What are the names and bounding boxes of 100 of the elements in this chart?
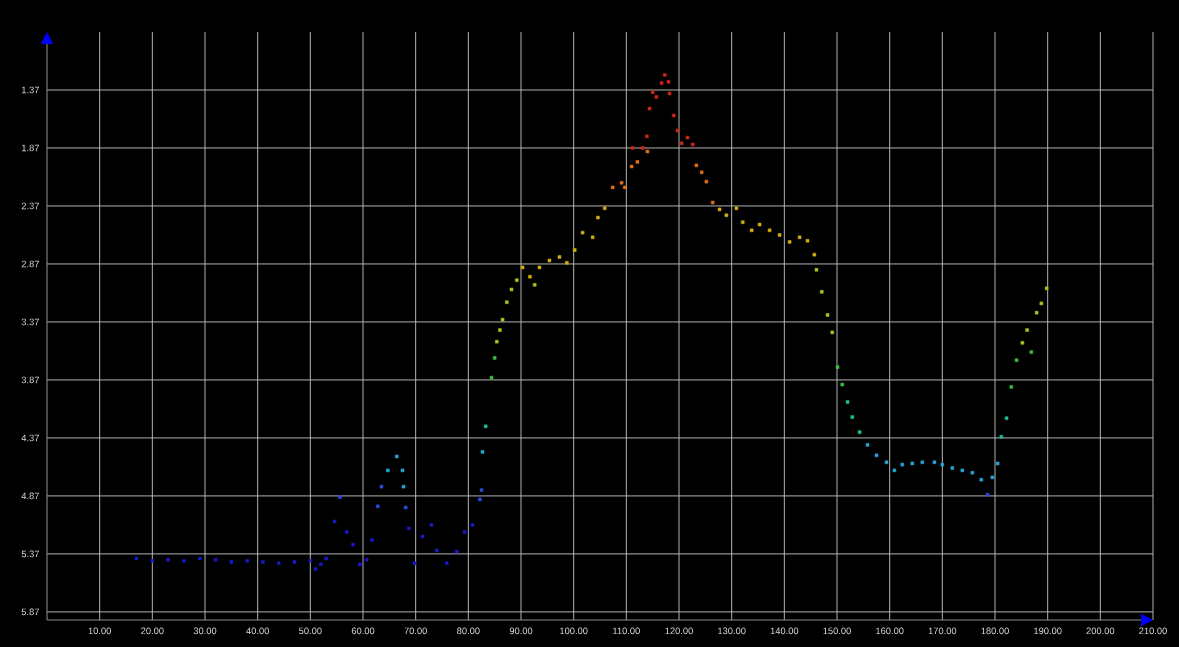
- point: [547, 258, 552, 263]
- point: [580, 230, 585, 235]
- y-tick-label: 5.87: [21, 608, 39, 616]
- point: [629, 164, 634, 169]
- point: [672, 113, 676, 118]
- y-tick-label: 1.37: [21, 86, 39, 94]
- x-tick-label: 20.00: [141, 627, 164, 635]
- point: [596, 215, 600, 220]
- point: [819, 290, 824, 294]
- point: [386, 468, 390, 473]
- point: [884, 460, 889, 465]
- point: [590, 235, 595, 240]
- x-tick-label: 30.00: [193, 627, 217, 635]
- point: [900, 462, 905, 467]
- point: [647, 106, 652, 111]
- point: [455, 549, 459, 554]
- point: [1020, 341, 1025, 345]
- point: [694, 163, 699, 168]
- y-tick-label: 3.37: [21, 318, 39, 326]
- point: [999, 435, 1004, 439]
- point: [505, 300, 509, 304]
- point: [840, 382, 845, 387]
- point: [865, 443, 870, 447]
- point: [717, 207, 722, 212]
- x-tick-label: 200.00: [1086, 627, 1115, 635]
- x-tick-label: 40.00: [246, 627, 269, 635]
- x-tick-label: 140.00: [770, 627, 799, 635]
- point: [749, 228, 754, 233]
- point: [734, 206, 739, 211]
- point: [990, 475, 995, 480]
- x-tick-label: 100.00: [560, 627, 588, 635]
- point: [970, 470, 975, 475]
- point: [835, 365, 840, 369]
- point: [509, 287, 514, 292]
- point: [659, 81, 664, 85]
- point: [492, 356, 497, 360]
- point: [515, 278, 519, 282]
- point: [797, 235, 802, 240]
- point: [679, 141, 684, 146]
- point: [324, 556, 328, 561]
- x-tick-label: 160.00: [876, 627, 904, 635]
- point: [1034, 310, 1039, 315]
- point: [319, 562, 323, 567]
- x-tick-label: 60.00: [351, 627, 375, 635]
- point: [292, 560, 297, 564]
- point: [699, 170, 704, 175]
- point: [245, 559, 249, 563]
- point: [704, 179, 709, 184]
- point: [1004, 416, 1009, 420]
- point: [874, 453, 879, 458]
- point: [645, 149, 650, 154]
- point: [483, 424, 488, 429]
- point: [500, 317, 505, 322]
- point: [619, 181, 624, 185]
- point: [950, 466, 955, 470]
- y-tick-label: 5.37: [21, 550, 39, 558]
- point: [857, 430, 862, 434]
- point: [495, 339, 499, 344]
- point: [666, 80, 671, 84]
- point: [351, 542, 355, 547]
- y-tick-label: 4.87: [21, 492, 39, 500]
- point: [830, 330, 834, 335]
- point: [850, 415, 855, 419]
- point: [420, 534, 425, 539]
- point: [565, 261, 569, 265]
- point: [166, 557, 170, 562]
- point: [1029, 350, 1034, 354]
- y-tick-label: 3.87: [21, 376, 39, 384]
- point: [892, 468, 897, 473]
- point: [261, 560, 265, 564]
- point: [435, 548, 439, 553]
- point: [610, 185, 615, 190]
- point: [213, 557, 218, 562]
- point: [667, 91, 672, 96]
- point: [532, 283, 537, 287]
- point: [379, 484, 384, 489]
- point: [400, 468, 405, 473]
- point: [777, 233, 782, 237]
- point: [650, 90, 655, 95]
- point: [663, 73, 667, 77]
- x-tick-label: 10.00: [88, 627, 111, 635]
- point: [134, 556, 139, 561]
- point: [308, 559, 313, 563]
- point: [623, 185, 627, 190]
- point: [741, 220, 745, 224]
- point: [640, 146, 645, 150]
- point: [198, 556, 202, 561]
- x-tick-label: 70.00: [404, 627, 427, 635]
- point: [940, 462, 945, 467]
- point: [150, 559, 155, 563]
- point: [557, 255, 562, 259]
- x-tick-label: 180.00: [981, 627, 1009, 635]
- point: [1039, 301, 1044, 306]
- point: [332, 519, 337, 524]
- point: [675, 128, 680, 133]
- point: [338, 495, 342, 499]
- point: [690, 142, 695, 147]
- point: [429, 523, 434, 527]
- point: [403, 505, 408, 510]
- y-tick-label: 2.87: [21, 260, 39, 268]
